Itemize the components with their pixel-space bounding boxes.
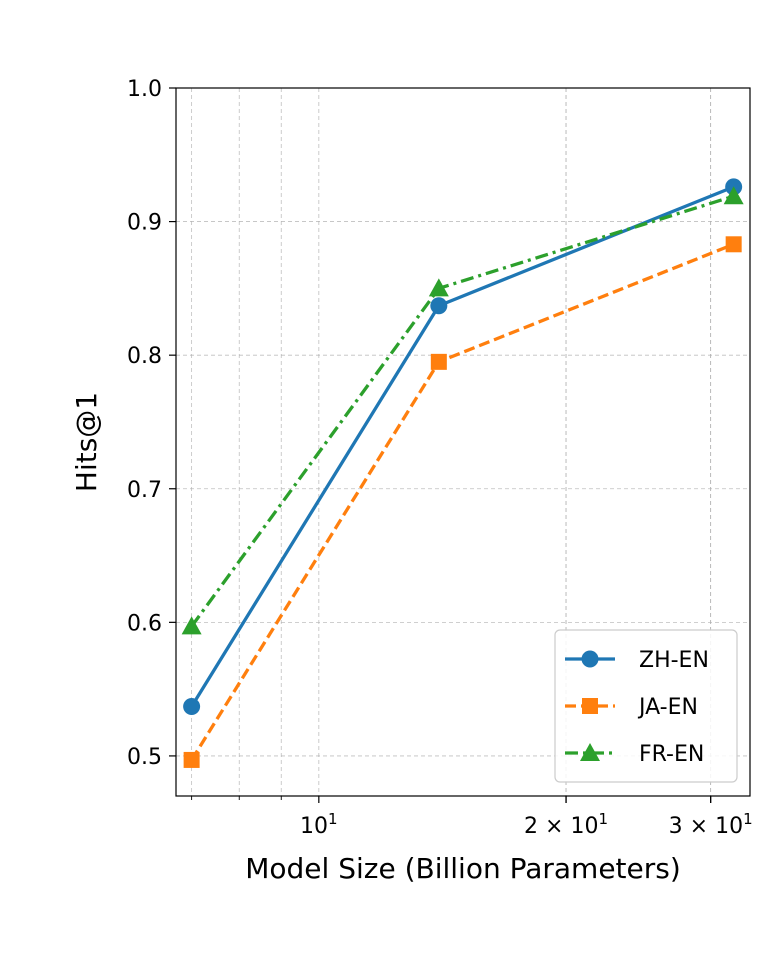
y-tick-label: 0.9 [127,211,162,236]
y-axis-label: Hits@1 [70,392,103,492]
data-point-fr-en [723,186,744,205]
data-point-fr-en [181,616,202,635]
series-group [181,178,744,768]
y-tick-label: 0.6 [127,611,162,636]
plot-frame [175,87,751,797]
data-point-ja-en [725,236,742,253]
y-tick-label: 0.5 [127,745,162,770]
x-axis-label: Model Size (Billion Parameters) [245,852,681,885]
legend: ZH-EN JA-EN FR-EN [554,629,738,783]
y-tick-label: 0.8 [127,344,162,369]
x-tick-label: 2 × 101 [524,810,608,839]
data-point-ja-en [183,751,200,768]
legend-marker-ja-en [582,698,598,714]
legend-marker-zh-en [581,650,599,668]
legend-marker-fr-en [580,743,600,761]
legend-label-fr-en: FR-EN [639,742,704,767]
legend-label-ja-en: JA-EN [637,695,698,720]
ticks: 0.5 0.6 0.7 0.8 0.9 1.0 101 2 × 101 3 × 101 [127,77,753,839]
y-tick-label: 0.7 [127,478,162,503]
data-point-zh-en [183,697,201,715]
data-point-ja-en [430,353,447,370]
data-point-zh-en [430,297,448,315]
legend-label-zh-en: ZH-EN [639,648,709,673]
x-tick-label: 3 × 101 [669,810,753,839]
legend-box [554,629,738,783]
x-tick-label: 101 [300,810,338,839]
data-point-fr-en [428,278,449,297]
y-tick-label: 1.0 [127,77,162,102]
